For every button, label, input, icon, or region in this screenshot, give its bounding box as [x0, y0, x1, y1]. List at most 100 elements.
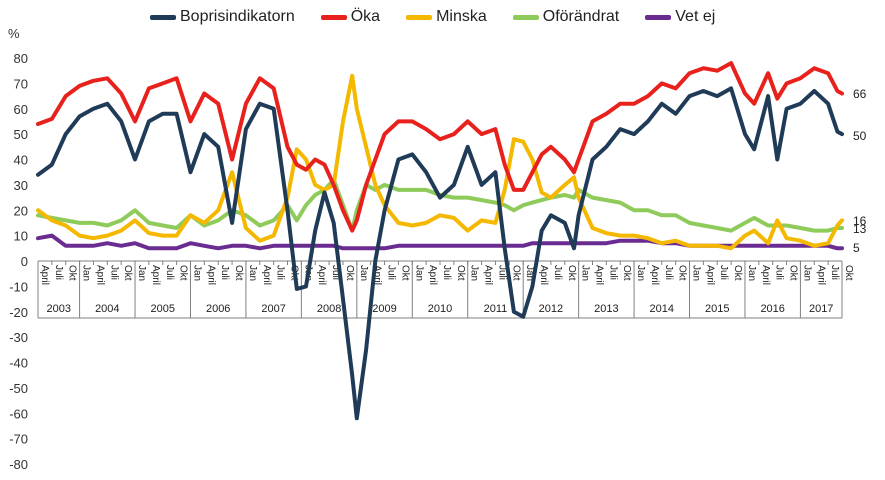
x-tick-label: Jan [746, 265, 757, 281]
legend-label: Boprisindikatorn [180, 8, 295, 25]
x-tick-label: Okt [677, 265, 688, 281]
year-label: 2006 [206, 303, 230, 315]
y-axis-unit: % [8, 26, 20, 41]
x-tick-label: April [261, 265, 272, 285]
series-line-of-r-ndrat [36, 177, 844, 233]
x-tick-label: Jan [136, 265, 147, 281]
series-end-label: 5 [853, 241, 860, 255]
x-tick-label: April [815, 265, 826, 285]
year-label: 2015 [705, 303, 729, 315]
legend-swatch [150, 14, 176, 20]
x-tick-label: Okt [233, 265, 244, 281]
series-end-label: 50 [853, 129, 867, 143]
x-tick-label: Jan [635, 265, 646, 281]
year-label: 2009 [372, 303, 396, 315]
series-line-boprisindikatorn [36, 86, 844, 421]
x-tick-label: Okt [843, 265, 854, 281]
x-tick-label: Jan [524, 265, 535, 281]
year-label: 2013 [594, 303, 618, 315]
y-tick-label: 20 [14, 203, 28, 218]
x-tick-label: Jan [580, 265, 591, 281]
x-tick-label: Okt [510, 265, 521, 281]
x-tick-label: April [649, 265, 660, 285]
x-tick-label: Jan [469, 265, 480, 281]
legend-label: Vet ej [675, 8, 716, 25]
series-line-minska [36, 73, 844, 251]
x-tick-label: Juli [552, 265, 563, 280]
series-end-label: 13 [853, 222, 867, 236]
x-tick-label: Okt [621, 265, 632, 281]
x-tick-label: Jan [691, 265, 702, 281]
y-tick-label: 40 [14, 153, 28, 168]
legend-item-oforandrat: Oförändrat [512, 8, 620, 26]
x-tick-label: April [39, 265, 50, 285]
series-end-label: 16 [853, 214, 867, 228]
legend-label: Minska [436, 8, 487, 25]
year-label: 2003 [47, 303, 71, 315]
x-tick-label: Jan [191, 265, 202, 281]
x-tick-label: Juli [164, 265, 175, 280]
legend-item-oka: Öka [320, 8, 381, 26]
y-tick-label: -70 [9, 432, 28, 447]
x-tick-label: Okt [67, 265, 78, 281]
legend-swatch [645, 14, 672, 20]
x-tick-label: Jan [358, 265, 369, 281]
y-tick-label: 10 [14, 229, 28, 244]
legend-swatch [512, 14, 539, 20]
y-tick-label: -40 [9, 356, 28, 371]
x-tick-label: Juli [53, 265, 64, 280]
x-tick-label: Okt [455, 265, 466, 281]
y-tick-label: -60 [9, 406, 28, 421]
x-tick-label: April [593, 265, 604, 285]
series-end-label: 66 [853, 87, 867, 101]
x-tick-label: Jan [81, 265, 92, 281]
legend-label: Oförändrat [542, 8, 620, 25]
year-label: 2005 [151, 303, 175, 315]
x-tick-label: Juli [829, 265, 840, 280]
x-tick-label: April [150, 265, 161, 285]
x-tick-label: April [538, 265, 549, 285]
y-tick-label: 70 [14, 76, 28, 91]
x-tick-label: Juli [607, 265, 618, 280]
x-tick-label: Juli [441, 265, 452, 280]
y-tick-label: -80 [9, 457, 28, 472]
legend-swatch [406, 14, 433, 20]
legend-item-boprisindikatorn: Boprisindikatorn [150, 8, 295, 26]
x-tick-label: Juli [774, 265, 785, 280]
legend: Boprisindikatorn Öka Minska Oförändrat V… [150, 8, 715, 26]
x-tick-label: Okt [122, 265, 133, 281]
year-label: 2014 [650, 303, 674, 315]
year-label: 2004 [95, 303, 119, 315]
legend-item-vet-ej: Vet ej [645, 8, 715, 26]
x-tick-label: Juli [663, 265, 674, 280]
y-tick-label: -30 [9, 330, 28, 345]
x-tick-label: Juli [219, 265, 230, 280]
x-tick-label: April [427, 265, 438, 285]
x-tick-label: April [704, 265, 715, 285]
legend-label: Öka [350, 8, 381, 25]
x-tick-label: Juli [108, 265, 119, 280]
y-tick-label: 60 [14, 102, 28, 117]
y-tick-label: 0 [21, 254, 28, 269]
x-tick-label: Okt [344, 265, 355, 281]
x-tick-label: Juli [275, 265, 286, 280]
x-tick-label: Okt [788, 265, 799, 281]
year-label: 2010 [428, 303, 452, 315]
x-tick-label: Okt [399, 265, 410, 281]
x-tick-label: Okt [732, 265, 743, 281]
x-tick-label: April [94, 265, 105, 285]
x-tick-label: April [205, 265, 216, 285]
x-tick-label: Jan [413, 265, 424, 281]
x-tick-label: April [483, 265, 494, 285]
x-tick-label: April [760, 265, 771, 285]
year-label: 2011 [484, 303, 508, 315]
x-tick-label: April [372, 265, 383, 285]
y-tick-label: -20 [9, 305, 28, 320]
legend-item-minska: Minska [406, 8, 487, 26]
x-tick-label: Juli [496, 265, 507, 280]
x-tick-label: Juli [718, 265, 729, 280]
x-tick-label: Jan [247, 265, 258, 281]
x-tick-label: Juli [386, 265, 397, 280]
x-tick-label: April [316, 265, 327, 285]
